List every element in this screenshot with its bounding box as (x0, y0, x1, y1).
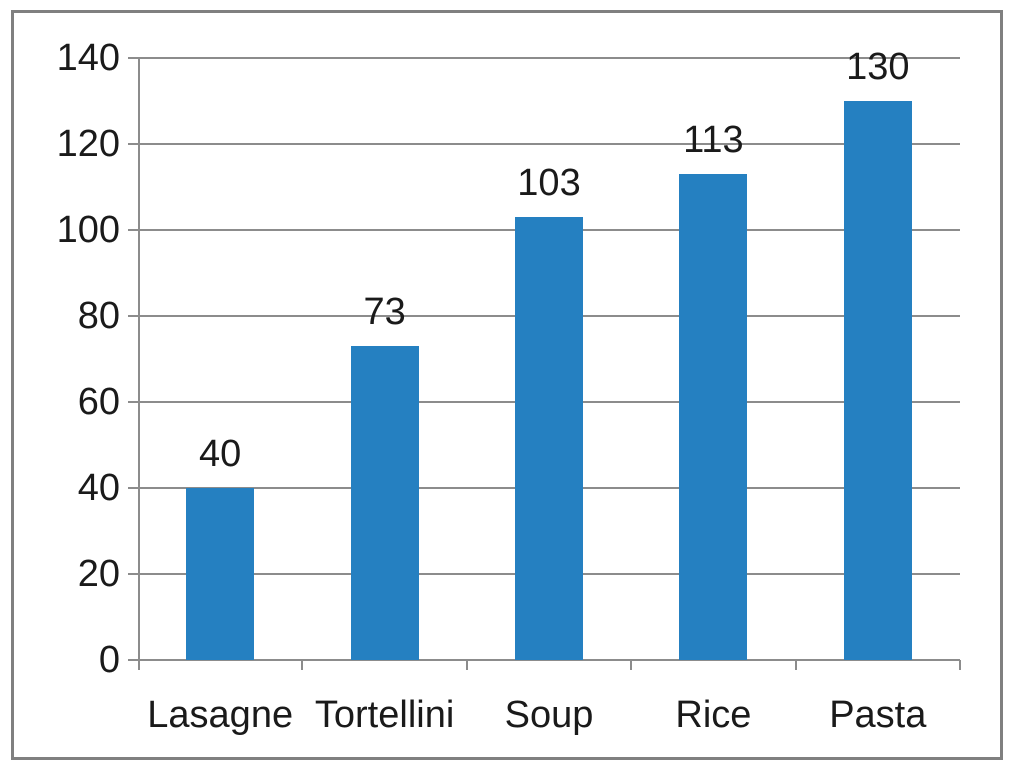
gridline (138, 143, 960, 145)
y-axis-tick (128, 487, 138, 489)
bar-value-label: 103 (517, 162, 581, 205)
y-tick-label: 80 (77, 295, 120, 337)
bar-pasta (843, 101, 912, 660)
y-axis-tick (128, 143, 138, 145)
category-label: Tortellini (314, 694, 455, 736)
category-label: Pasta (829, 694, 927, 736)
bar-value-label: 113 (683, 119, 744, 162)
x-axis-tick (630, 660, 633, 670)
y-axis-tick (128, 57, 138, 59)
y-tick-label: 20 (77, 553, 120, 595)
y-axis-tick (128, 573, 138, 575)
gridline (138, 57, 960, 59)
x-axis-tick (794, 660, 797, 670)
y-axis-tick (128, 401, 138, 403)
bar-soup (515, 217, 583, 660)
gridline (138, 659, 960, 661)
x-axis-tick (959, 660, 961, 670)
bar-rice (679, 174, 748, 660)
bar-value-label: 40 (199, 433, 242, 475)
x-axis-tick (465, 660, 468, 670)
y-tick-label: 40 (77, 467, 120, 509)
y-axis-line (138, 58, 140, 670)
y-axis-tick (128, 659, 138, 661)
y-tick-label: 0 (98, 639, 120, 681)
chart-frame (11, 10, 1003, 760)
bar-tortellini (350, 346, 419, 660)
bar-lasagne (186, 488, 255, 660)
bar-value-label: 73 (363, 291, 406, 334)
y-axis-tick (128, 229, 138, 231)
y-axis-tick (128, 315, 138, 317)
y-tick-label: 140 (56, 37, 120, 79)
category-label: Lasagne (147, 694, 294, 736)
x-axis-tick (301, 660, 304, 670)
y-tick-label: 120 (56, 123, 120, 165)
bar-value-label: 130 (846, 46, 910, 88)
category-label: Rice (675, 694, 752, 736)
y-tick-label: 100 (56, 209, 120, 251)
category-label: Soup (504, 694, 594, 736)
y-tick-label: 60 (77, 381, 120, 423)
